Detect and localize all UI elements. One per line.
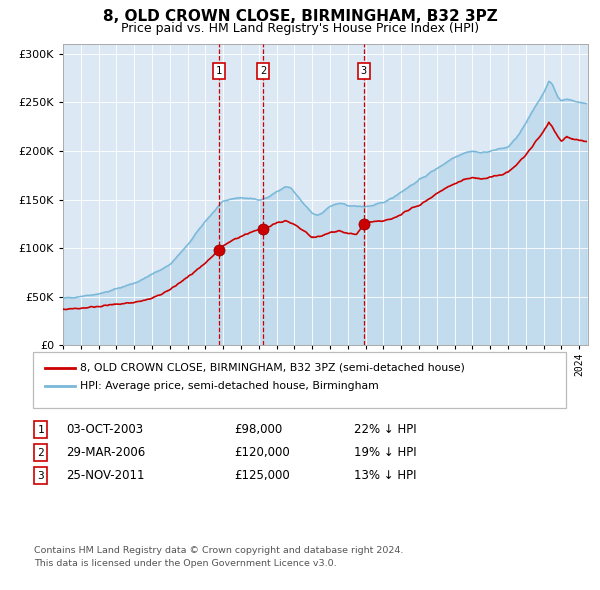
Text: 29-MAR-2006: 29-MAR-2006 <box>66 446 145 459</box>
Text: 2: 2 <box>260 66 266 76</box>
Text: This data is licensed under the Open Government Licence v3.0.: This data is licensed under the Open Gov… <box>34 559 337 568</box>
Text: 22% ↓ HPI: 22% ↓ HPI <box>354 423 416 436</box>
Text: 2: 2 <box>37 448 44 457</box>
Text: 3: 3 <box>37 471 44 480</box>
Text: 1: 1 <box>37 425 44 434</box>
Text: Contains HM Land Registry data © Crown copyright and database right 2024.: Contains HM Land Registry data © Crown c… <box>34 546 404 555</box>
Text: 8, OLD CROWN CLOSE, BIRMINGHAM, B32 3PZ: 8, OLD CROWN CLOSE, BIRMINGHAM, B32 3PZ <box>103 9 497 24</box>
Text: 13% ↓ HPI: 13% ↓ HPI <box>354 469 416 482</box>
Text: HPI: Average price, semi-detached house, Birmingham: HPI: Average price, semi-detached house,… <box>80 382 379 391</box>
Text: 19% ↓ HPI: 19% ↓ HPI <box>354 446 416 459</box>
Text: £120,000: £120,000 <box>234 446 290 459</box>
Text: 8, OLD CROWN CLOSE, BIRMINGHAM, B32 3PZ (semi-detached house): 8, OLD CROWN CLOSE, BIRMINGHAM, B32 3PZ … <box>80 363 464 372</box>
Text: £98,000: £98,000 <box>234 423 282 436</box>
Text: £125,000: £125,000 <box>234 469 290 482</box>
Text: 03-OCT-2003: 03-OCT-2003 <box>66 423 143 436</box>
Text: 1: 1 <box>215 66 222 76</box>
Text: Price paid vs. HM Land Registry's House Price Index (HPI): Price paid vs. HM Land Registry's House … <box>121 22 479 35</box>
Text: 25-NOV-2011: 25-NOV-2011 <box>66 469 145 482</box>
Text: 3: 3 <box>361 66 367 76</box>
